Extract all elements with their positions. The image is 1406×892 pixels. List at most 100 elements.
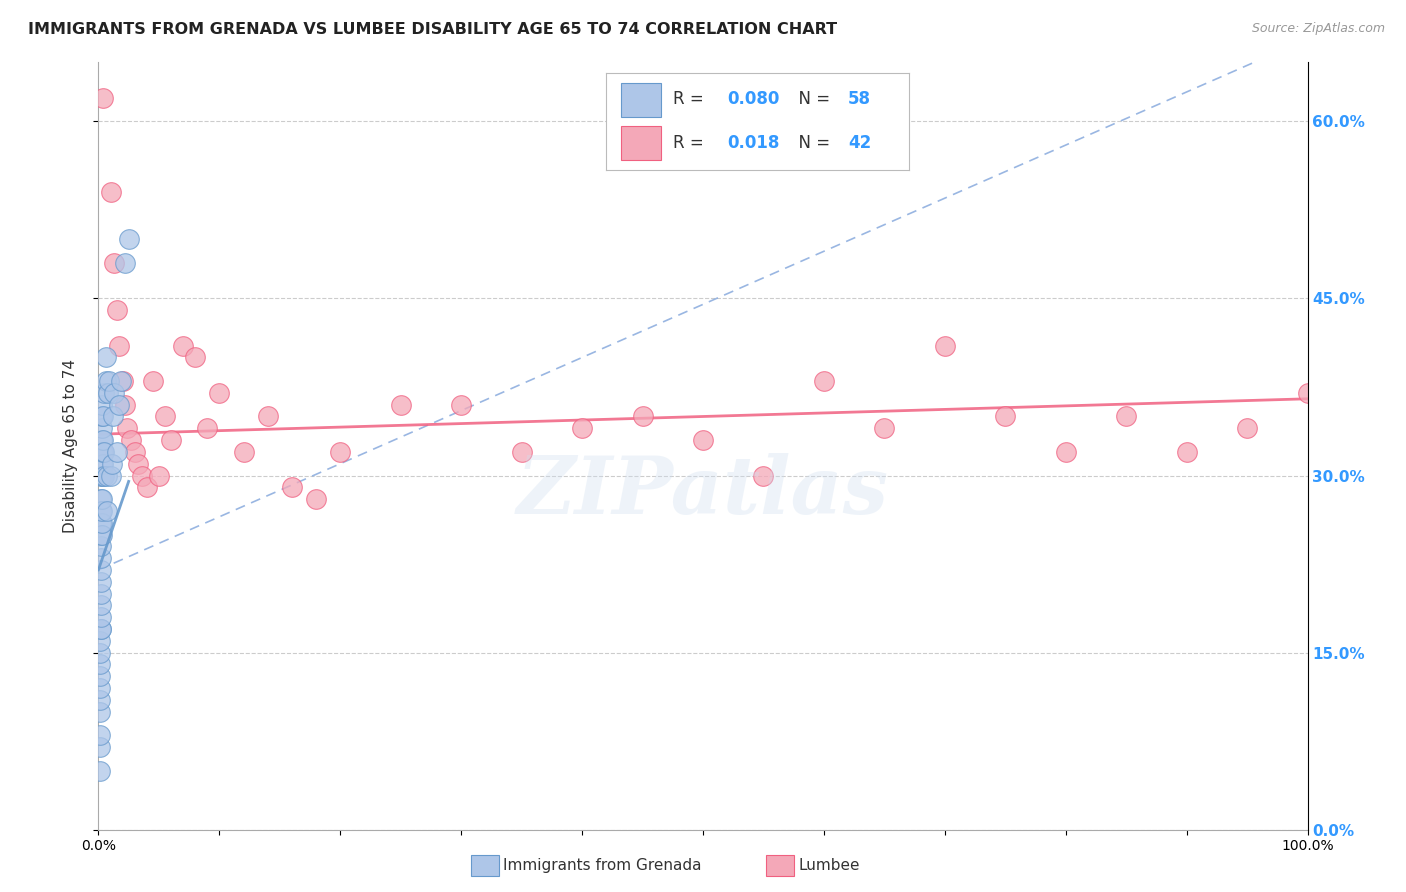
Point: [1115, 409, 1137, 424]
Point: [184, 351, 207, 365]
Point: [91, 527, 114, 541]
Point: [135, 480, 157, 494]
Point: [160, 433, 183, 447]
Point: [103, 256, 125, 270]
Point: [89, 764, 111, 778]
Point: [232, 445, 254, 459]
Point: [90, 551, 112, 566]
Point: [117, 421, 139, 435]
Point: [450, 398, 472, 412]
Point: [127, 457, 149, 471]
Point: [89, 657, 111, 672]
Point: [91, 409, 114, 424]
Point: [91, 433, 114, 447]
Point: [631, 409, 654, 424]
Point: [110, 374, 132, 388]
Point: [108, 398, 131, 412]
Point: [1236, 421, 1258, 435]
Point: [93, 385, 115, 400]
Point: [195, 421, 218, 435]
Point: [89, 681, 111, 695]
Point: [90, 492, 112, 507]
Text: Lumbee: Lumbee: [799, 858, 860, 872]
Point: [389, 398, 412, 412]
Point: [1296, 385, 1319, 400]
Point: [100, 468, 122, 483]
Point: [89, 633, 111, 648]
Point: [93, 445, 115, 459]
Point: [873, 421, 896, 435]
Point: [90, 504, 112, 518]
Point: [90, 622, 112, 636]
Point: [90, 599, 112, 613]
Point: [172, 339, 194, 353]
Point: [281, 480, 304, 494]
Point: [93, 468, 115, 483]
Point: [100, 457, 122, 471]
Point: [91, 445, 114, 459]
Point: [208, 385, 231, 400]
Point: [91, 398, 114, 412]
Point: [131, 468, 153, 483]
Point: [256, 409, 278, 424]
Point: [105, 303, 128, 318]
Point: [89, 705, 111, 719]
Point: [153, 409, 176, 424]
Point: [94, 351, 117, 365]
Point: [96, 468, 118, 483]
Point: [91, 504, 114, 518]
Point: [96, 504, 118, 518]
Point: [692, 433, 714, 447]
Point: [1054, 445, 1077, 459]
Point: [510, 445, 533, 459]
Point: [91, 421, 114, 435]
Point: [89, 646, 111, 660]
Text: ZIPatlas: ZIPatlas: [517, 453, 889, 531]
Point: [91, 516, 114, 530]
Point: [90, 574, 112, 589]
Point: [94, 374, 117, 388]
Text: Immigrants from Grenada: Immigrants from Grenada: [503, 858, 702, 872]
Point: [90, 527, 112, 541]
Point: [305, 492, 328, 507]
Y-axis label: Disability Age 65 to 74: Disability Age 65 to 74: [63, 359, 77, 533]
Point: [91, 433, 114, 447]
Point: [1175, 445, 1198, 459]
Point: [91, 492, 114, 507]
Point: [89, 692, 111, 706]
Point: [813, 374, 835, 388]
Point: [105, 445, 128, 459]
Point: [124, 445, 146, 459]
Text: IMMIGRANTS FROM GRENADA VS LUMBEE DISABILITY AGE 65 TO 74 CORRELATION CHART: IMMIGRANTS FROM GRENADA VS LUMBEE DISABI…: [28, 22, 837, 37]
Point: [108, 339, 131, 353]
Point: [114, 256, 136, 270]
Point: [89, 669, 111, 683]
Point: [103, 385, 125, 400]
Point: [91, 445, 114, 459]
Point: [111, 374, 134, 388]
Point: [752, 468, 775, 483]
Point: [101, 409, 124, 424]
Point: [97, 385, 120, 400]
Point: [90, 586, 112, 600]
Point: [91, 91, 114, 105]
Point: [934, 339, 956, 353]
Point: [90, 468, 112, 483]
Text: Source: ZipAtlas.com: Source: ZipAtlas.com: [1251, 22, 1385, 36]
Point: [91, 409, 114, 424]
Point: [89, 739, 111, 754]
Point: [90, 563, 112, 577]
Point: [100, 186, 122, 200]
Point: [91, 457, 114, 471]
Point: [118, 232, 141, 246]
Point: [114, 398, 136, 412]
Point: [571, 421, 593, 435]
Point: [120, 433, 142, 447]
Point: [91, 457, 114, 471]
Point: [91, 468, 114, 483]
Point: [994, 409, 1017, 424]
Point: [90, 622, 112, 636]
Point: [90, 610, 112, 624]
Point: [91, 468, 114, 483]
Point: [148, 468, 170, 483]
